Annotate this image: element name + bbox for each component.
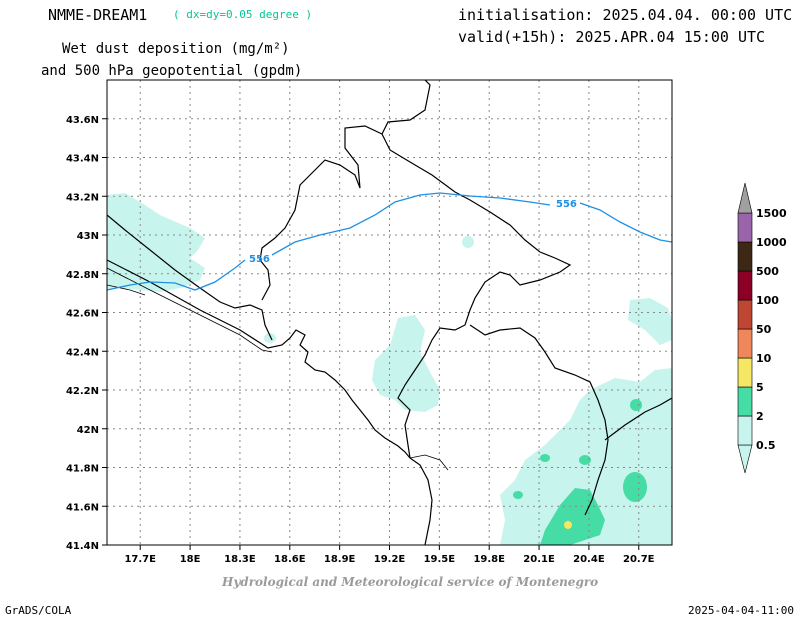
contour-556-line [107,192,672,291]
colorbar-swatch [737,270,753,301]
agency-credit: Hydrological and Meteorological service … [222,575,599,589]
colorbar-swatch [737,328,753,359]
colorbar-max-arrow [737,182,753,214]
colorbar-label: 1000 [756,236,787,249]
colorbar-min-arrow [737,444,753,474]
shade-2-spot-2 [630,399,642,411]
lon-tick-label: 19.8E [473,554,505,565]
border-bosnia [107,214,273,341]
shade-2-spot-5 [513,491,523,499]
coastline-adriatic [107,259,411,459]
initialisation-time: initialisation: 2025.04.04. 00:00 UTC [458,6,793,24]
colorbar-label: 50 [756,323,772,336]
coast-islands [107,284,146,296]
map-axes: 17.7E 18E 18.3E 18.6E 18.9E 19.2E 19.5E 19.8E 20… [66,115,655,565]
colorbar-swatch [737,357,753,388]
lat-tick-label: 42.6N [66,309,99,320]
generation-timestamp: 2025-04-04-11:00 [688,604,794,617]
lon-tick-label: 18.3E [224,554,256,565]
colorbar-label: 1500 [756,207,787,220]
border-macedonia [604,397,672,441]
lon-tick-label: 20.4E [573,554,605,565]
lat-tick-label: 42.4N [66,347,99,358]
border-serbia-montenegro [381,133,572,459]
valid-time: valid(+15h): 2025.APR.04 15:00 UTC [458,28,766,46]
shade-04-spot-2 [264,333,276,343]
shade-2-spot-3 [579,455,591,465]
lon-tick-label: 18E [180,554,201,565]
border-albania [409,457,433,545]
colorbar: 0.5 2 5 10 50 100 500 1000 1500 [737,182,787,474]
software-credit: GrADS/COLA [5,604,72,617]
lat-tick-label: 42N [77,425,99,436]
lat-tick-label: 41.8N [66,464,99,475]
colorbar-label: 2 [756,410,764,423]
colorbar-label: 0.5 [756,439,776,452]
resolution-label: ( dx=dy=0.05 degree ) [173,8,313,21]
lon-tick-label: 18.9E [324,554,356,565]
model-title: NMME-DREAM1 [48,6,148,24]
lat-tick-label: 43N [77,231,99,242]
colorbar-label: 5 [756,381,764,394]
grid-lines [107,80,672,545]
contour-label-1: 556 [249,254,270,265]
colorbar-label: 500 [756,265,779,278]
lon-tick-label: 17.7E [124,554,156,565]
coastlines-borders [107,80,672,545]
lat-tick-label: 41.4N [66,541,99,552]
coastline-adriatic-outer [107,267,273,353]
border-bosnia-north [259,80,431,301]
border-kosovo [469,324,609,516]
lat-tick-label: 43.2N [66,192,99,203]
colorbar-swatch [737,299,753,330]
contour-label-2: 556 [556,199,577,210]
lon-tick-label: 20.7E [623,554,655,565]
shade-2-spot-1 [623,472,647,502]
lon-tick-label: 18.6E [274,554,306,565]
lat-tick-label: 42.8N [66,270,99,281]
lat-tick-label: 43.6N [66,115,99,126]
shade-04-region-e [628,298,672,345]
variable-title-line1: Wet dust deposition (mg/m²) [62,41,290,57]
lat-tick-label: 43.4N [66,154,99,165]
river-drin [409,454,449,471]
colorbar-swatch [737,415,753,446]
colorbar-label: 10 [756,352,772,365]
lon-tick-label: 19.2E [374,554,406,565]
shade-04-region-central [372,315,440,412]
shade-04-region-nw [107,193,205,292]
lon-tick-label: 19.5E [424,554,456,565]
shade-5-spot [564,521,572,529]
lon-tick-label: 20.1E [523,554,555,565]
colorbar-swatch [737,212,753,243]
colorbar-swatch [737,386,753,417]
lat-tick-label: 41.6N [66,502,99,513]
geopotential-contour: 556 556 [107,192,672,291]
shade-2-spot-4 [540,454,550,462]
shade-04-spot-1 [462,236,474,248]
lat-tick-label: 42.2N [66,386,99,397]
colorbar-label: 100 [756,294,779,307]
colorbar-swatch [737,241,753,272]
variable-title-line2: and 500 hPa geopotential (gpdm) [41,63,303,79]
